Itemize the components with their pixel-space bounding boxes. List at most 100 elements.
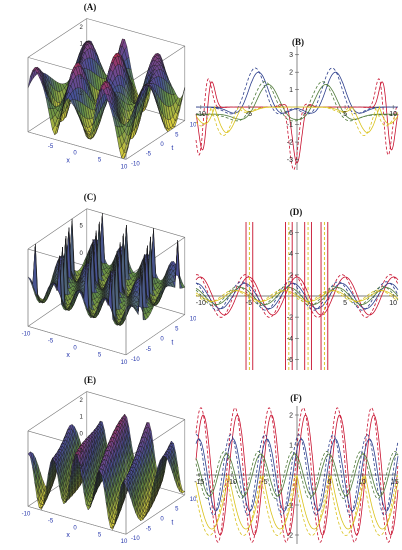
t-tick-label: 0 [160, 517, 164, 523]
y-tick-label: -2 [287, 533, 293, 540]
t-axis-label: t [171, 520, 173, 527]
series-line [196, 71, 398, 114]
x-axis-label: x [66, 352, 70, 359]
series-line [195, 290, 399, 302]
x-tick-label: 10 [121, 539, 128, 545]
series-line [196, 81, 398, 122]
y-tick-label: -6 [287, 357, 293, 364]
x-tick-label: 0 [73, 346, 77, 352]
y-tick-label: 3 [289, 52, 293, 59]
series-line [196, 282, 399, 310]
y-tick-label: -3 [287, 157, 293, 164]
y-tick-label: 2 [289, 70, 293, 77]
y-tick-label: 2 [289, 272, 293, 279]
surface-mesh [27, 38, 185, 160]
panel-label-d: (D) [289, 207, 303, 217]
x-tick-label: 5 [98, 353, 102, 359]
series-line [195, 289, 399, 303]
x-tick-label: 5 [343, 111, 347, 118]
series-line [195, 474, 399, 536]
t-tick-label: -10 [131, 536, 140, 542]
x-tick-label: 15 [391, 479, 399, 486]
t-tick-label: 10 [190, 497, 196, 503]
panel-label-b: (B) [292, 37, 304, 47]
z-tick-label: -1 [77, 74, 83, 80]
y-tick-label: -2 [287, 315, 293, 322]
z-tick-label: -2 [77, 465, 83, 471]
y-tick-label: 1 [289, 443, 293, 450]
box-edge-front [27, 326, 127, 356]
x-tick-label: -10 [196, 300, 206, 307]
series-line [195, 438, 399, 512]
surface-cell [123, 146, 129, 159]
t-tick-label: 5 [175, 327, 179, 333]
t-tick-label: -10 [131, 161, 140, 167]
z-tick-label: 0 [79, 431, 83, 437]
series-line [195, 474, 399, 530]
series-line [195, 105, 399, 133]
x-tick-label: 0 [73, 525, 77, 531]
z-tick-label: -1 [77, 448, 83, 454]
series-line [195, 286, 399, 306]
box-edge [86, 208, 185, 238]
t-tick-label: -5 [146, 526, 152, 532]
x-tick-label: -10 [227, 479, 237, 486]
x-axis-label: x [66, 157, 70, 164]
z-tick-label: 5 [79, 223, 83, 229]
t-tick-label: 5 [175, 132, 179, 138]
x-tick-label: 10 [358, 479, 366, 486]
t-tick-label: 10 [190, 123, 196, 129]
x-tick-label: -5 [261, 479, 267, 486]
series-line [195, 453, 399, 497]
x-tick-label: 10 [121, 360, 128, 366]
t-tick-label: 0 [160, 142, 164, 148]
box-edge [27, 391, 87, 432]
x-tick-label: 0 [73, 151, 77, 157]
series-line [195, 451, 399, 499]
x-tick-label: 5 [343, 300, 347, 307]
x-tick-label: -5 [48, 144, 54, 150]
x-tick-label: -15 [194, 479, 204, 486]
z-tick-label: 2 [79, 398, 83, 404]
box-edge-front [125, 120, 185, 160]
x-axis-label: x [66, 532, 70, 539]
line-plot-f: -15 -10 -5 5 10 15 -2 -1 1 2 [194, 406, 399, 544]
line-plot-d: -10 -5 5 10 -6 -4 -2 2 4 6 [195, 222, 399, 370]
t-tick-label: -10 [131, 357, 140, 363]
x-tick-label: -5 [246, 300, 252, 307]
box-edge-front [125, 314, 185, 356]
series-line [195, 434, 399, 516]
z-tick-label: 2 [79, 25, 83, 31]
box-edge-front [27, 506, 127, 535]
y-tick-label: 1 [289, 87, 293, 94]
t-tick-label: -5 [146, 347, 152, 353]
x-tick-label: 10 [389, 300, 397, 307]
box-edge [86, 18, 185, 47]
panel-label-a: (A) [83, 2, 97, 12]
y-tick-label: -1 [287, 503, 293, 510]
y-tick-label: 2 [289, 413, 293, 420]
box-edge [86, 391, 185, 420]
x-tick-label: 10 [121, 164, 128, 170]
box-edge-front [27, 131, 127, 160]
surface-cell [179, 87, 185, 106]
panel-label-c: (C) [83, 192, 97, 202]
z-tick-label: -5 [77, 278, 83, 284]
panel-label-e: (E) [84, 375, 96, 385]
z-tick-label: 0 [79, 58, 83, 64]
t-tick-label: 10 [190, 317, 196, 323]
surface-cell [123, 305, 129, 314]
t-tick-label: 5 [175, 507, 179, 513]
y-tick-label: 6 [289, 230, 293, 237]
box-edge [27, 18, 87, 58]
z-tick-label: 1 [79, 415, 83, 421]
series-line [195, 78, 399, 171]
series-line [195, 287, 399, 305]
y-tick-label: 4 [289, 251, 293, 258]
x-tick-label: -5 [246, 111, 252, 118]
box-edge [125, 237, 185, 278]
y-tick-label: -4 [287, 336, 293, 343]
box-edge [125, 419, 185, 460]
x-tick-label: 5 [328, 479, 332, 486]
